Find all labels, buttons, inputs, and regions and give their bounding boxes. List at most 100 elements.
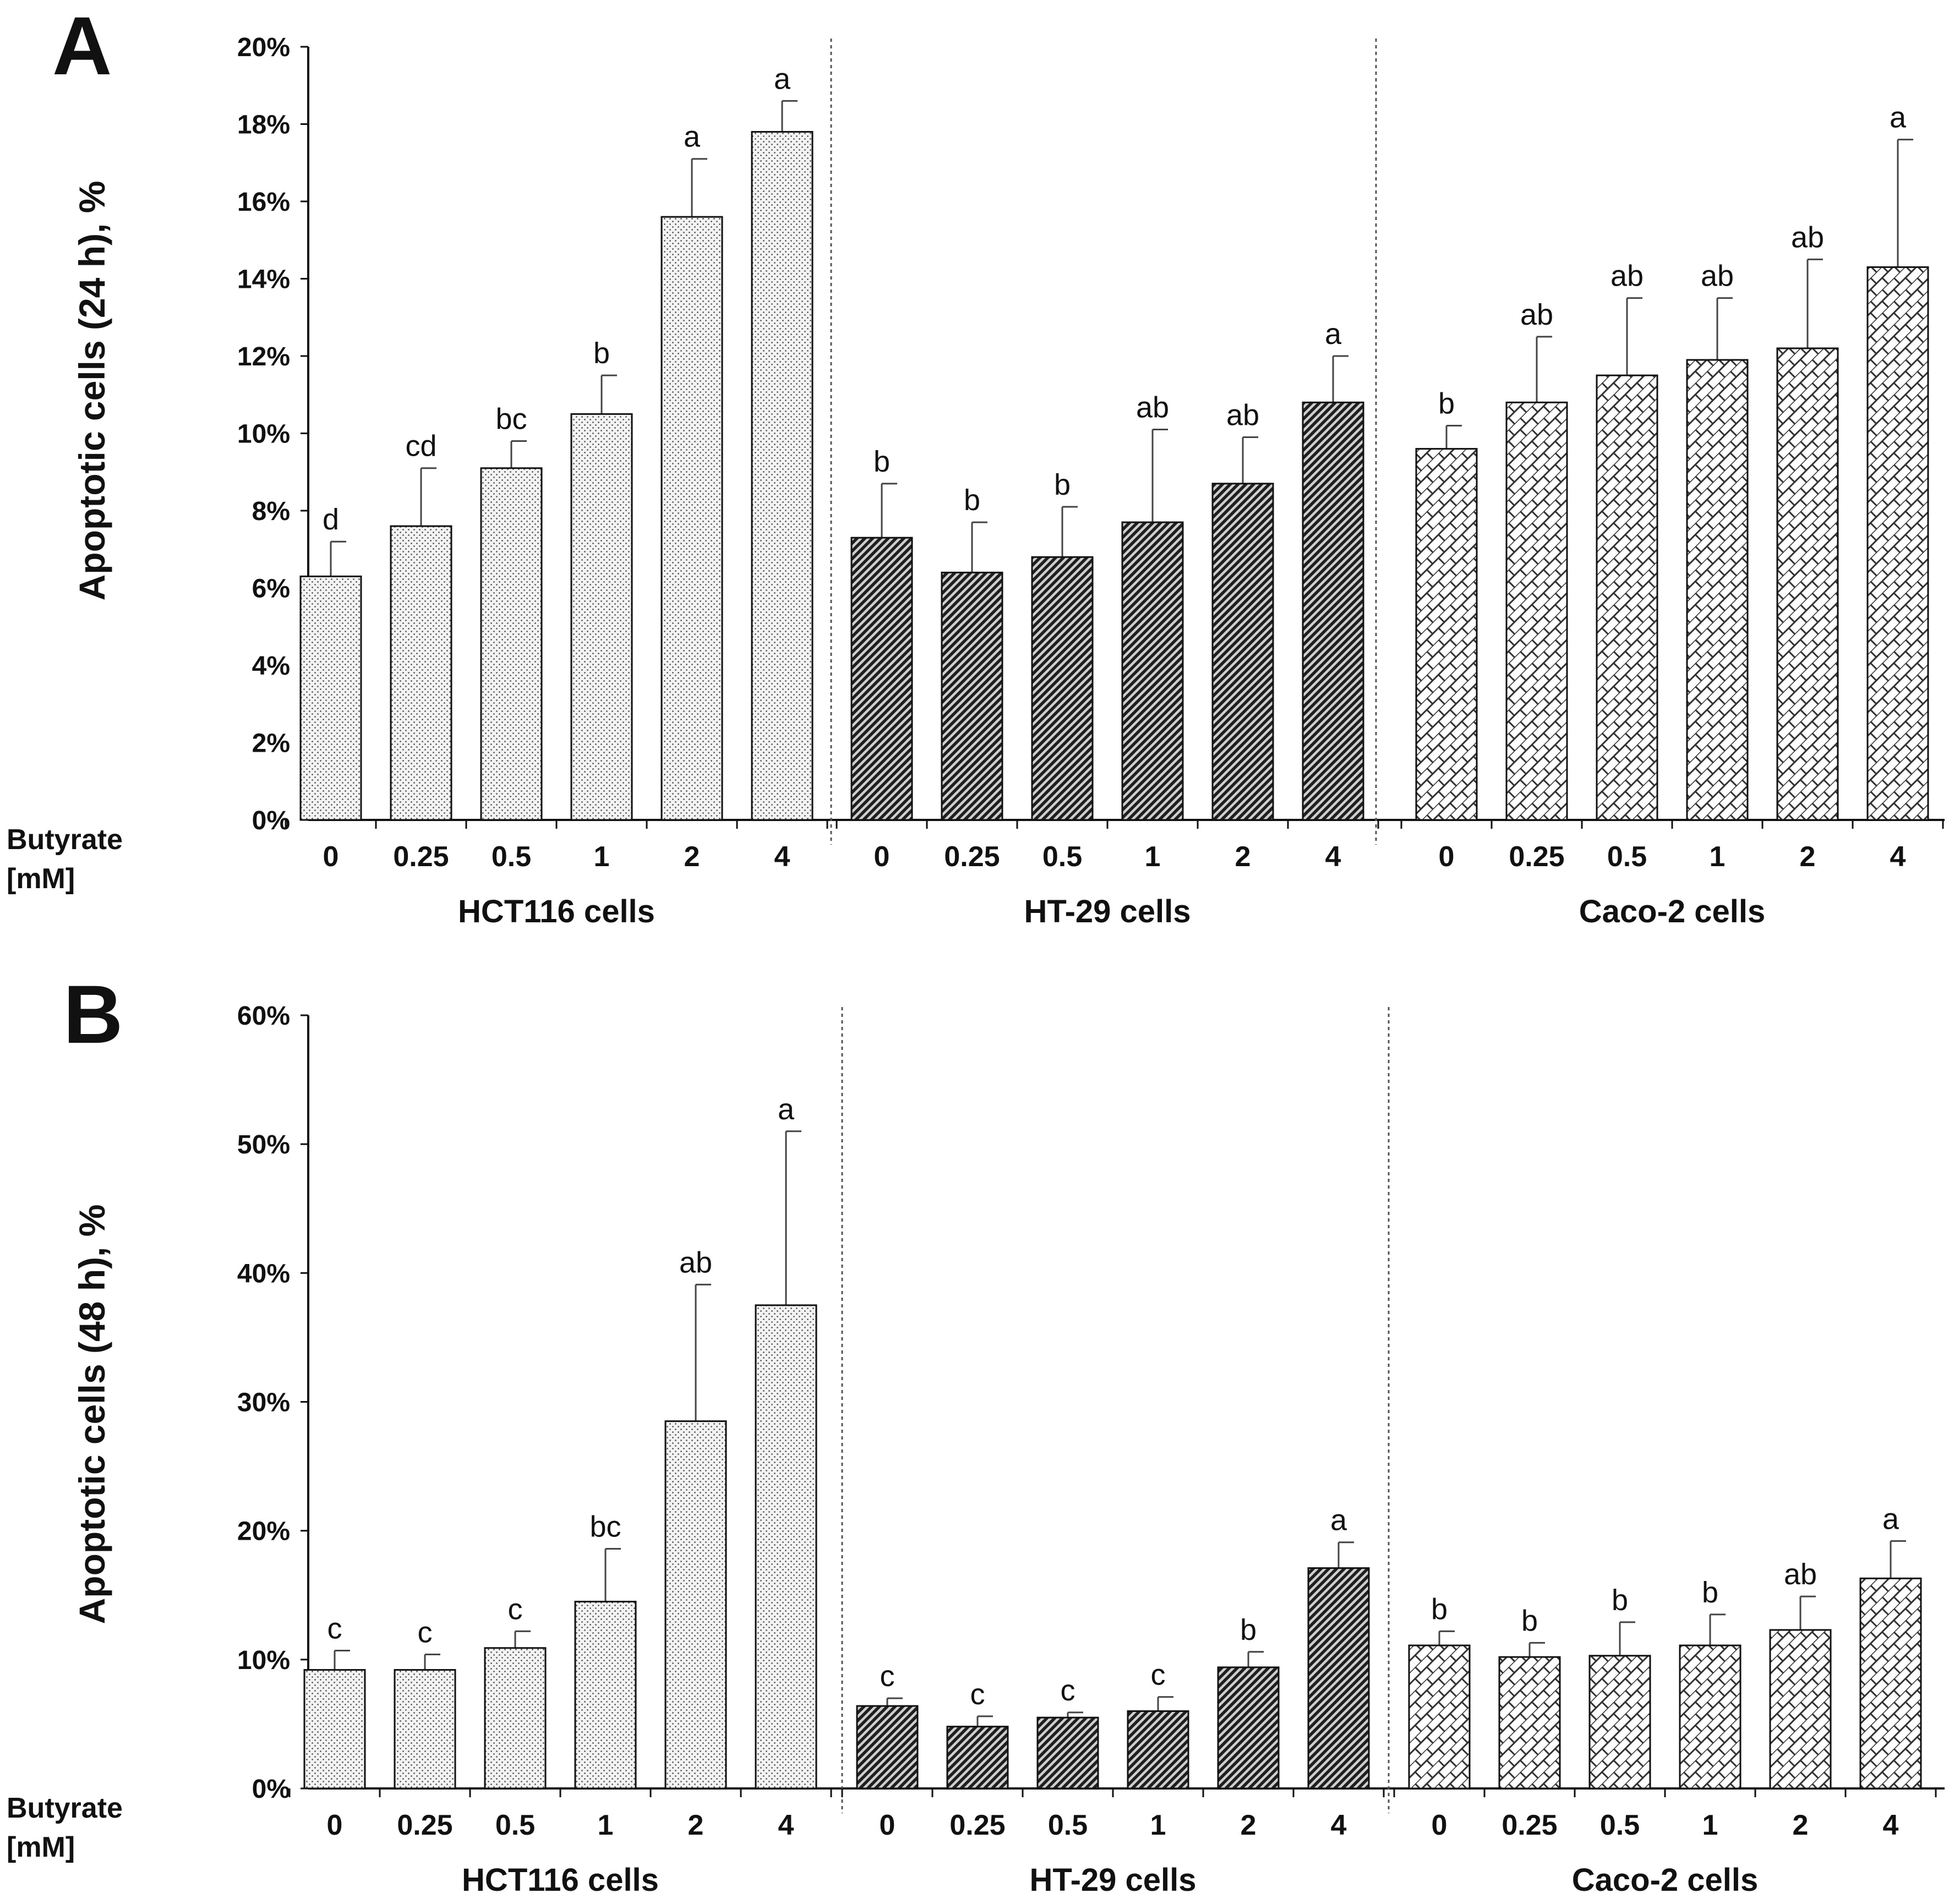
- significance-letter: b: [1438, 387, 1455, 420]
- y-tick-label: 60%: [237, 1002, 290, 1031]
- bar: [1859, 1577, 1922, 1790]
- bar: [755, 1304, 817, 1790]
- significance-letter: a: [778, 1093, 795, 1126]
- significance-letter: c: [327, 1612, 342, 1645]
- significance-letter: ab: [1226, 399, 1259, 432]
- y-tick-label: 20%: [237, 33, 290, 62]
- x-tick-label: 0.25: [949, 1809, 1005, 1841]
- significance-letter: b: [1702, 1576, 1718, 1609]
- significance-letter: ab: [1784, 1558, 1817, 1591]
- significance-letter: c: [1151, 1659, 1166, 1692]
- x-tick-label: 0.5: [1042, 841, 1082, 873]
- bar: [850, 537, 913, 821]
- significance-letter: cd: [405, 430, 436, 463]
- significance-letter: ab: [1701, 260, 1734, 293]
- x-tick-label: 2: [1235, 841, 1251, 873]
- x-tick-label: 0: [323, 841, 339, 873]
- significance-letter: c: [508, 1593, 523, 1626]
- bar: [1211, 483, 1274, 821]
- bar: [1302, 401, 1364, 821]
- y-tick-label: 2%: [252, 729, 290, 758]
- x-axis-title-line1: Butyrate: [7, 824, 123, 856]
- bar: [303, 1669, 366, 1790]
- y-tick-label: 12%: [237, 342, 290, 371]
- significance-letter: b: [593, 337, 610, 370]
- significance-letter: bc: [495, 403, 527, 436]
- group-label: Caco-2 cells: [1572, 1862, 1759, 1898]
- x-tick-label: 0: [1439, 841, 1455, 873]
- significance-letter: b: [1431, 1593, 1448, 1626]
- y-axis-label: Apoptotic cells (24 h), %: [72, 181, 112, 601]
- bar: [484, 1647, 547, 1790]
- significance-letter: a: [1325, 318, 1342, 351]
- bar: [1415, 448, 1478, 821]
- panel-a: A Apoptotic cells (24 h), % Butyrate [mM…: [7, 0, 1945, 929]
- significance-letter: bc: [589, 1510, 621, 1543]
- bar: [751, 131, 814, 821]
- bar: [941, 571, 1003, 821]
- x-tick-label: 0: [1432, 1809, 1448, 1841]
- group-label: HCT116 cells: [458, 894, 655, 929]
- bar: [1031, 556, 1094, 821]
- x-tick-label: 0.5: [492, 841, 531, 873]
- significance-letter: c: [418, 1616, 433, 1649]
- bar: [664, 1420, 727, 1790]
- bar: [574, 1600, 637, 1790]
- x-axis-title-line2: [mM]: [7, 863, 75, 895]
- y-tick-label: 40%: [237, 1259, 290, 1288]
- bar: [660, 216, 723, 821]
- x-tick-label: 2: [684, 841, 700, 873]
- x-axis-title-line2: [mM]: [7, 1831, 75, 1863]
- significance-letter: b: [873, 445, 890, 478]
- panel-letter: B: [63, 968, 123, 1060]
- y-tick-label: 10%: [237, 420, 290, 449]
- bar: [390, 525, 452, 821]
- bar: [1686, 359, 1749, 821]
- significance-letter: d: [323, 503, 339, 536]
- y-axis-label: Apoptotic cells (48 h), %: [72, 1205, 112, 1624]
- y-tick-label: 0%: [252, 1775, 290, 1804]
- bar: [1121, 521, 1184, 821]
- bar: [1776, 347, 1839, 821]
- bar: [1127, 1710, 1189, 1790]
- x-tick-label: 0: [327, 1809, 343, 1841]
- x-tick-label: 0: [874, 841, 890, 873]
- significance-letter: ab: [1791, 221, 1824, 254]
- x-tick-label: 0.25: [397, 1809, 452, 1841]
- x-tick-label: 4: [1890, 841, 1906, 873]
- significance-letter: a: [684, 121, 701, 154]
- x-tick-label: 0.5: [495, 1809, 535, 1841]
- group-label: Caco-2 cells: [1579, 894, 1766, 929]
- bar: [1505, 401, 1568, 821]
- significance-letter: a: [774, 62, 791, 95]
- x-tick-label: 0.25: [1509, 841, 1564, 873]
- y-tick-label: 0%: [252, 806, 290, 835]
- x-tick-label: 1: [1710, 841, 1726, 873]
- bar: [1036, 1716, 1099, 1790]
- significance-letter: ab: [1136, 391, 1169, 424]
- y-tick-label: 4%: [252, 652, 290, 681]
- x-tick-label: 0.5: [1600, 1809, 1640, 1841]
- bar: [299, 575, 362, 821]
- significance-letter: c: [970, 1678, 985, 1711]
- y-tick-label: 14%: [237, 265, 290, 294]
- x-tick-label: 2: [1800, 841, 1816, 873]
- x-tick-label: 1: [1150, 1809, 1166, 1841]
- y-tick-label: 10%: [237, 1646, 290, 1675]
- bar: [1307, 1567, 1370, 1790]
- significance-letter: a: [1890, 101, 1907, 134]
- group-label: HCT116 cells: [462, 1862, 659, 1898]
- bar: [1866, 266, 1929, 821]
- y-tick-label: 6%: [252, 575, 290, 604]
- x-tick-label: 4: [1331, 1809, 1347, 1841]
- x-tick-label: 4: [778, 1809, 794, 1841]
- significance-letter: ab: [1520, 298, 1553, 331]
- x-tick-label: 4: [1325, 841, 1341, 873]
- x-tick-label: 0: [880, 1809, 896, 1841]
- significance-letter: b: [964, 484, 980, 517]
- x-tick-label: 1: [594, 841, 610, 873]
- y-tick-label: 18%: [237, 111, 290, 140]
- x-tick-label: 0.5: [1607, 841, 1647, 873]
- significance-letter: c: [1061, 1674, 1076, 1707]
- panel-letter: A: [52, 0, 112, 92]
